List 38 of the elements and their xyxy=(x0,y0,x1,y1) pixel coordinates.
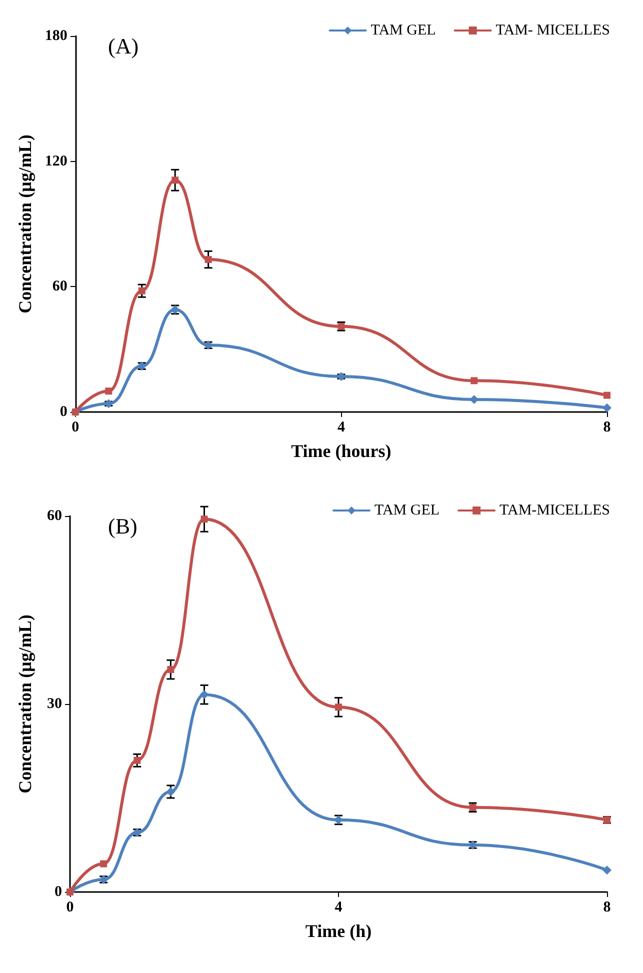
x-axis-title: Time (h) xyxy=(305,921,372,941)
x-tick-label: 4 xyxy=(337,420,346,436)
point xyxy=(204,256,212,264)
legend-label: TAM GEL xyxy=(370,22,436,38)
x-axis-title: Time (hours) xyxy=(291,441,392,461)
y-tick-label: 30 xyxy=(47,696,62,712)
x-tick-label: 0 xyxy=(72,420,80,436)
point xyxy=(602,403,612,412)
point xyxy=(602,866,612,875)
y-tick-label: 60 xyxy=(52,278,68,295)
legend-label: TAM- MICELLES xyxy=(496,22,610,38)
y-tick-label: 60 xyxy=(47,508,62,524)
point xyxy=(134,756,141,764)
point xyxy=(200,516,208,523)
legend-label: TAM GEL xyxy=(374,502,440,518)
y-axis-title: Concentration (µg/mL) xyxy=(15,614,35,794)
y-axis-title: Concentration (µg/mL) xyxy=(15,134,35,314)
point xyxy=(470,377,478,384)
x-tick-label: 4 xyxy=(334,900,343,916)
x-tick-label: 8 xyxy=(603,900,611,916)
point xyxy=(469,804,476,811)
point xyxy=(335,704,342,711)
point xyxy=(167,666,174,674)
legend-label: TAM-MICELLES xyxy=(500,502,610,518)
chart-title: (B) xyxy=(108,514,138,538)
y-tick-label: 0 xyxy=(54,884,62,900)
point xyxy=(172,176,179,184)
x-tick-label: 8 xyxy=(603,420,611,436)
point xyxy=(104,399,114,408)
y-tick-label: 180 xyxy=(44,28,68,44)
chart-title: (A) xyxy=(108,34,139,58)
point xyxy=(138,287,146,294)
point xyxy=(604,392,610,399)
point xyxy=(100,860,108,868)
point xyxy=(166,787,176,796)
y-tick-label: 0 xyxy=(60,404,68,420)
y-tick-label: 120 xyxy=(44,153,68,170)
point xyxy=(105,388,112,395)
